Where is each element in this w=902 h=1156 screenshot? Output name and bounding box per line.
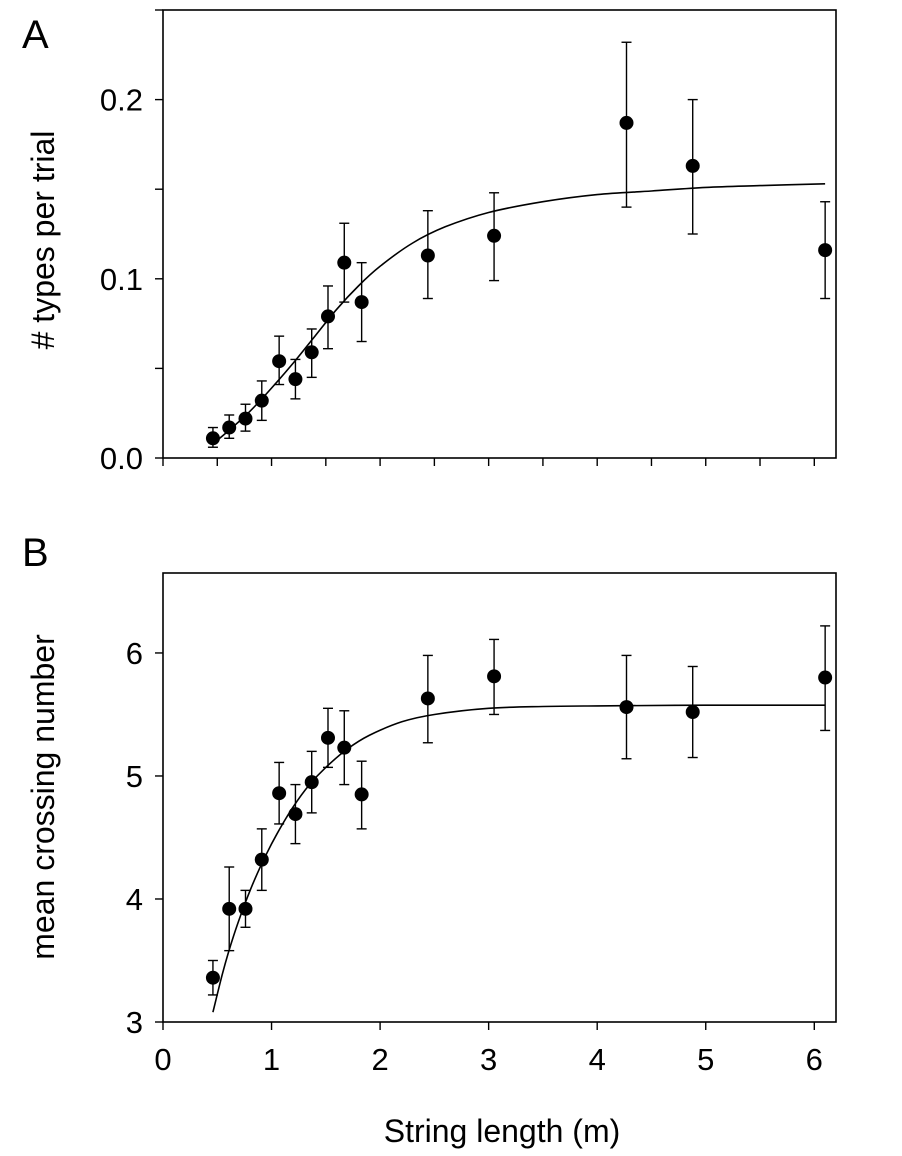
data-points-b xyxy=(205,625,833,996)
data-point xyxy=(619,654,634,760)
x-tick-label: 0 xyxy=(154,1042,171,1077)
y-axis-label-a: # types per trial xyxy=(25,131,61,350)
data-point xyxy=(818,625,833,732)
point-marker xyxy=(685,158,700,173)
ticks-a: 0.0 0.1 0.2 xyxy=(100,9,815,476)
point-marker xyxy=(222,420,237,435)
data-point xyxy=(272,335,287,386)
fit-curve-a xyxy=(212,183,826,445)
point-marker xyxy=(320,309,335,324)
plot-frame-a xyxy=(162,9,837,459)
data-point xyxy=(685,98,700,235)
fit-line-b xyxy=(212,704,826,1013)
point-marker xyxy=(272,354,287,369)
y-axis-label-b: mean crossing number xyxy=(25,634,61,960)
data-point xyxy=(304,328,319,379)
point-marker xyxy=(288,807,303,822)
data-point xyxy=(254,380,269,422)
point-marker xyxy=(205,431,220,446)
data-point xyxy=(222,414,237,439)
plot-frame-b xyxy=(162,572,837,1023)
point-marker xyxy=(420,248,435,263)
data-point xyxy=(354,760,369,830)
x-tick-label: 5 xyxy=(697,1042,714,1077)
data-point xyxy=(320,285,335,350)
panel-a: A 0.0 0.1 0.2 # types per trial xyxy=(22,9,837,476)
point-marker xyxy=(272,786,287,801)
data-point xyxy=(420,210,435,300)
data-point xyxy=(254,828,269,892)
data-point xyxy=(205,959,220,996)
data-point xyxy=(238,403,253,432)
y-tick-label: 4 xyxy=(126,882,143,917)
point-marker xyxy=(337,255,352,270)
data-point xyxy=(205,426,220,448)
point-marker xyxy=(354,787,369,802)
data-point xyxy=(238,889,253,928)
data-point xyxy=(222,866,237,952)
x-axis-label: String length (m) xyxy=(384,1113,621,1149)
fit-line-a xyxy=(212,183,826,445)
point-marker xyxy=(238,901,253,916)
fit-curve-b xyxy=(212,704,826,1013)
x-tick-label: 1 xyxy=(263,1042,280,1077)
data-point xyxy=(337,222,352,303)
point-marker xyxy=(487,669,502,684)
point-marker xyxy=(337,740,352,755)
y-tick-label: 0.2 xyxy=(100,83,143,118)
point-marker xyxy=(304,775,319,790)
y-tick-label: 6 xyxy=(126,636,143,671)
data-point xyxy=(354,261,369,343)
data-point xyxy=(304,750,319,814)
y-tick-label: 3 xyxy=(126,1005,143,1040)
panel-label-b: B xyxy=(22,531,49,575)
panel-b: B 0 1 2 3 4 5 6 3 4 5 6 mean crossing number Strin… xyxy=(22,531,837,1149)
x-tick-label: 6 xyxy=(806,1042,823,1077)
data-point xyxy=(320,707,335,769)
data-point xyxy=(288,783,303,845)
point-marker xyxy=(254,852,269,867)
point-marker xyxy=(619,115,634,130)
data-point xyxy=(487,638,502,716)
panel-label-a: A xyxy=(22,13,49,57)
ticks-b: 0 1 2 3 4 5 6 3 4 5 6 xyxy=(126,636,823,1077)
point-marker xyxy=(320,730,335,745)
data-point xyxy=(685,665,700,759)
data-points-a xyxy=(205,41,833,448)
data-point xyxy=(619,41,634,208)
data-point xyxy=(818,201,833,300)
y-tick-label: 5 xyxy=(126,759,143,794)
point-marker xyxy=(685,705,700,720)
data-point xyxy=(288,358,303,400)
point-marker xyxy=(288,372,303,387)
x-tick-label: 4 xyxy=(589,1042,606,1077)
point-marker xyxy=(304,345,319,360)
point-marker xyxy=(818,243,833,258)
point-marker xyxy=(222,901,237,916)
point-marker xyxy=(818,670,833,685)
point-marker xyxy=(254,393,269,408)
x-tick-label: 3 xyxy=(480,1042,497,1077)
point-marker xyxy=(205,970,220,985)
data-point xyxy=(272,761,287,825)
data-point xyxy=(337,710,352,786)
point-marker xyxy=(619,700,634,715)
point-marker xyxy=(420,691,435,706)
point-marker xyxy=(354,295,369,310)
data-point xyxy=(487,192,502,282)
point-marker xyxy=(487,228,502,243)
y-tick-label: 0.1 xyxy=(100,262,143,297)
x-tick-label: 2 xyxy=(371,1042,388,1077)
data-point xyxy=(420,654,435,744)
y-tick-label: 0.0 xyxy=(100,441,143,476)
point-marker xyxy=(238,411,253,426)
